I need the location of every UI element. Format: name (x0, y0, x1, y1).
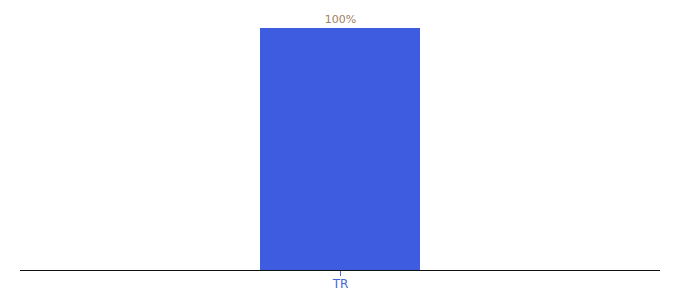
svg-text:100%: 100% (325, 13, 356, 26)
svg-text:TR: TR (332, 277, 349, 291)
